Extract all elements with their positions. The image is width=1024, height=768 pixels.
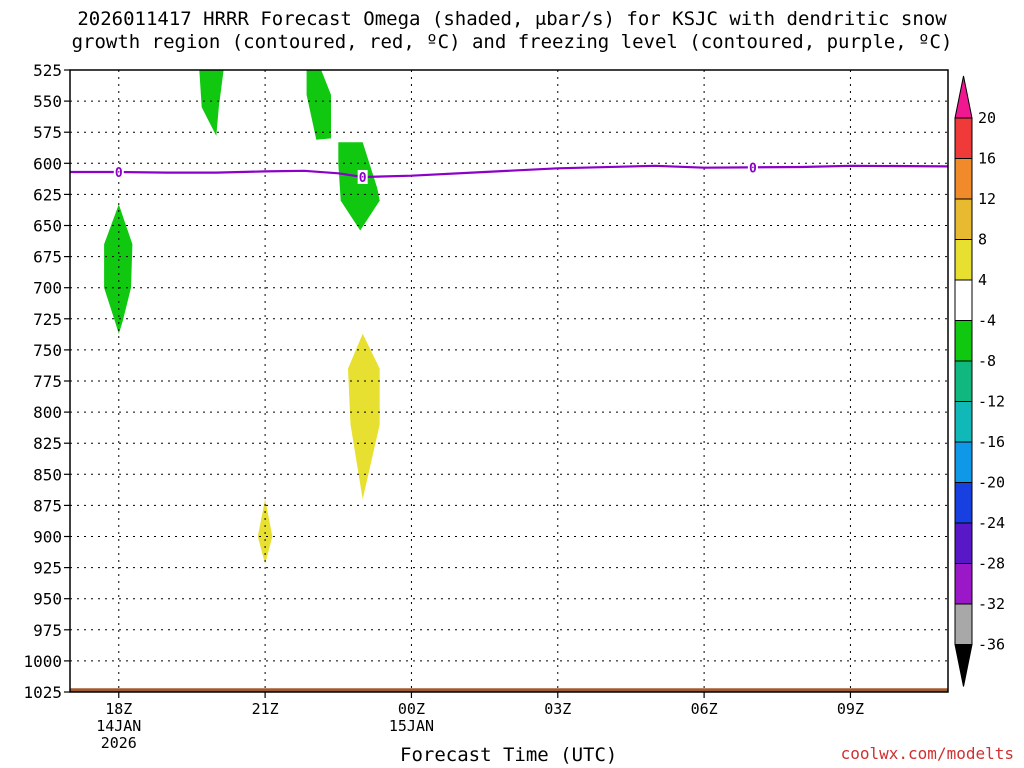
y-tick-label: 650 (33, 217, 62, 236)
colorbar-segment (954, 117, 973, 159)
colorbar-label: -36 (978, 636, 1005, 654)
colorbar-segment (954, 198, 973, 240)
y-tick-label: 925 (33, 559, 62, 578)
y-tick-label: 800 (33, 403, 62, 422)
y-tick-label: 900 (33, 528, 62, 547)
colorbar-label: 16 (978, 150, 996, 168)
x-tick-label: 09Z (837, 700, 864, 718)
upward-motion-22z (306, 70, 331, 140)
colorbar-label: -4 (978, 312, 996, 330)
y-tick-label: 750 (33, 341, 62, 360)
terrain-layer (70, 688, 948, 692)
colorbar-label: -12 (978, 393, 1005, 411)
freezing-label-bg (747, 160, 758, 175)
colorbar-segment (954, 401, 973, 443)
y-tick-label: 600 (33, 154, 62, 173)
freezing-level-label: 0 (359, 171, 367, 186)
x-tick-label: 06Z (691, 700, 718, 718)
colorbar-top-arrow (954, 75, 973, 119)
colorbar-label: 12 (978, 190, 996, 208)
x-tick-date: 14JAN (96, 717, 141, 735)
freezing-label-bg (113, 165, 124, 180)
x-tick-year: 2026 (101, 734, 137, 752)
y-tick-label: 700 (33, 279, 62, 298)
colorbar-bottom-arrow (954, 644, 973, 687)
x-tick-label: 03Z (544, 700, 571, 718)
y-tick-label: 550 (33, 92, 62, 111)
chart-title: 2026011417 HRRR Forecast Omega (shaded, … (71, 8, 953, 53)
y-tick-label: 825 (33, 434, 62, 453)
y-tick-label: 575 (33, 123, 62, 142)
freezing-level-line (70, 164, 949, 179)
colorbar-label: -8 (978, 352, 996, 370)
colorbar-segment (954, 158, 973, 200)
y-tick-label: 1025 (23, 683, 62, 702)
y-tick-label: 775 (33, 372, 62, 391)
y-tick-label: 950 (33, 590, 62, 609)
colorbar-label: 4 (978, 271, 987, 289)
y-tick-label: 675 (33, 248, 62, 267)
colorbar-label: -32 (978, 595, 1005, 613)
colorbar-segment (954, 603, 973, 645)
colorbar-label: 8 (978, 231, 987, 249)
y-axis: 525 550 575 600 625 650 675 700 725 750 775 800 825 8… (23, 61, 70, 702)
colorbar-label: -24 (978, 514, 1005, 532)
terrain (70, 688, 948, 692)
colorbar-label: -16 (978, 433, 1005, 451)
colorbar: 20 16 12 8 4 -4 -8 -12 -16 -20 -24 -28 -32 -36 (954, 75, 1005, 687)
y-tick-label: 525 (33, 61, 62, 80)
source-credit: coolwx.com/modelts (840, 744, 1014, 763)
x-tick-label: 00Z (398, 700, 425, 718)
y-tick-label: 850 (33, 465, 62, 484)
colorbar-segment (954, 563, 973, 605)
upward-motion-20z (199, 70, 224, 136)
x-tick-label: 21Z (252, 700, 279, 718)
freezing-label-bg (357, 169, 368, 184)
y-tick-label: 875 (33, 496, 62, 515)
x-tick-date: 15JAN (389, 717, 434, 735)
freezing-level-layer: 0 0 0 (70, 160, 949, 186)
colorbar-label: -28 (978, 555, 1005, 573)
upward-motion-23z (338, 142, 380, 231)
y-tick-label: 625 (33, 185, 62, 204)
gridlines (70, 70, 948, 692)
colorbar-label: 20 (978, 109, 996, 127)
x-axis-label: Forecast Time (UTC) (400, 744, 618, 766)
y-tick-label: 725 (33, 310, 62, 329)
downward-motion-21z (257, 499, 273, 564)
plot-frame (69, 69, 949, 693)
colorbar-segment (954, 279, 973, 321)
y-tick-label: 975 (33, 621, 62, 640)
colorbar-segment (954, 239, 973, 281)
shaded-regions (104, 70, 380, 564)
downward-motion-2330z (348, 333, 380, 500)
x-tick-label: 18Z (105, 700, 132, 718)
colorbar-segment (954, 320, 973, 362)
colorbar-segment (954, 522, 973, 564)
freezing-level-label: 0 (749, 161, 757, 176)
colorbar-segment (954, 441, 973, 483)
y-tick-label: 1000 (23, 652, 62, 671)
colorbar-label: -20 (978, 474, 1005, 492)
colorbar-segment (954, 482, 973, 524)
colorbar-segment (954, 360, 973, 402)
upward-motion-18z (104, 204, 133, 334)
freezing-level-label: 0 (115, 166, 123, 181)
